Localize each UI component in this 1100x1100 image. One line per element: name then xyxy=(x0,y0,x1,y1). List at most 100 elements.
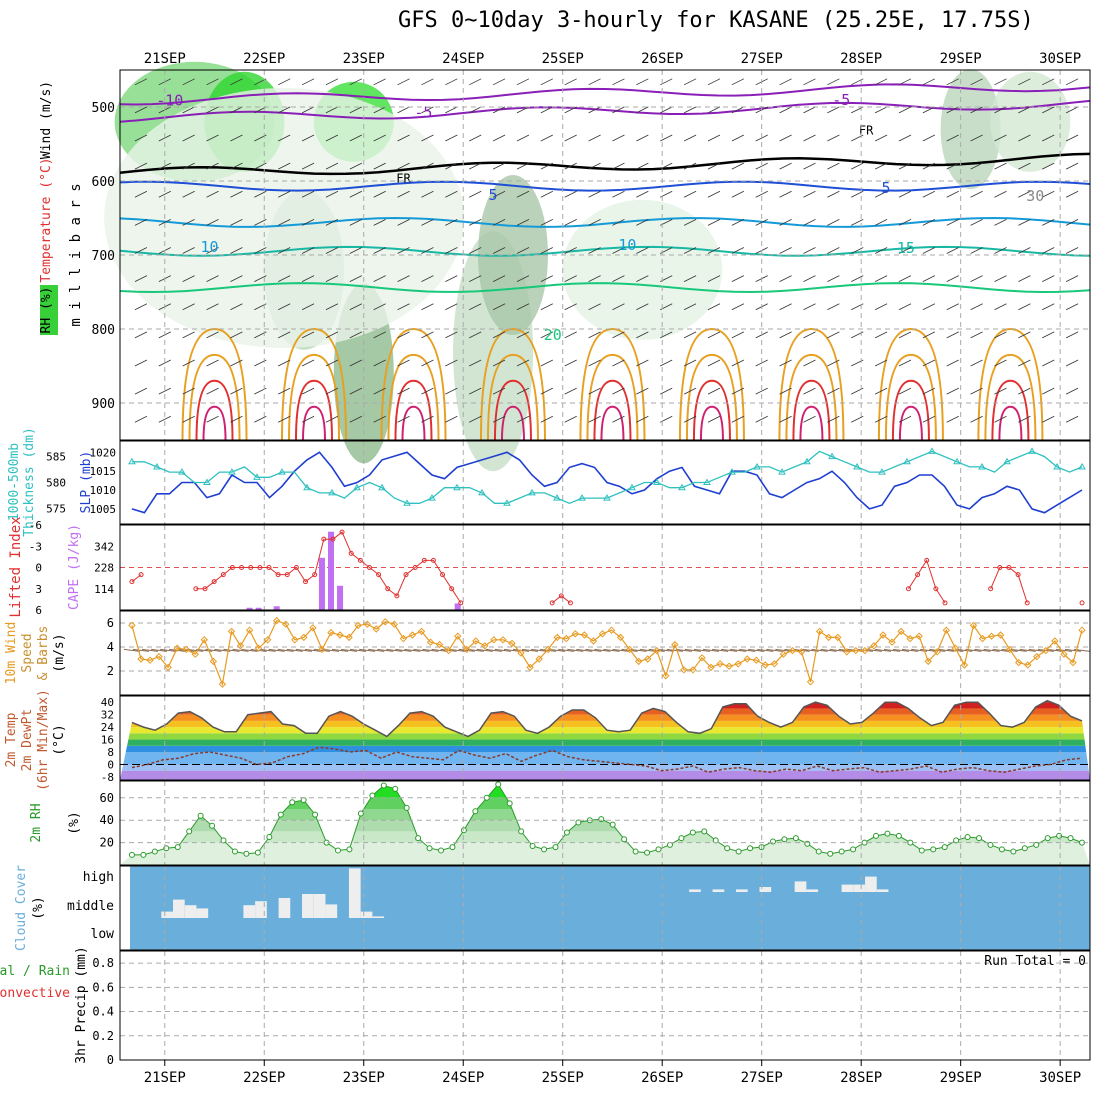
wind-barb xyxy=(922,78,936,86)
temp-axis-label: (6hr Min/Max) xyxy=(36,689,51,791)
wind-speed-marker xyxy=(815,627,824,636)
surface-barb xyxy=(983,648,1000,652)
wind-barb xyxy=(707,415,721,423)
wind-barb xyxy=(134,247,148,254)
wind-barb xyxy=(349,78,362,86)
wind-barb xyxy=(1018,219,1031,226)
dewpoint-line xyxy=(131,746,1083,773)
wind-barb xyxy=(349,190,362,198)
cape-tick-label: 342 xyxy=(94,540,114,553)
wind-barb xyxy=(946,106,959,114)
wind-barb xyxy=(182,387,195,395)
temp-tick-label: 40 xyxy=(101,696,114,709)
rh-marker xyxy=(724,845,731,852)
wind-barb xyxy=(707,106,721,114)
wind-barb xyxy=(421,162,434,170)
temp-band xyxy=(120,733,1090,740)
top-date-label: 27SEP xyxy=(741,51,783,67)
wind-barb xyxy=(397,106,410,114)
top-date-label: 29SEP xyxy=(940,51,982,67)
wind-tick-label: 2 xyxy=(107,664,114,678)
surface-barb xyxy=(567,648,584,652)
thickness-marker xyxy=(753,462,761,470)
cross-section-frame xyxy=(119,69,1091,441)
wind-barb xyxy=(325,359,339,367)
wind-barb xyxy=(278,387,291,395)
cloud-middle-bar xyxy=(348,868,361,918)
thickness-marker xyxy=(953,457,961,465)
wind-barb xyxy=(1065,331,1079,339)
wind-barb xyxy=(421,331,434,339)
cloud-unit-label: (%) xyxy=(31,896,46,919)
wind-barb xyxy=(779,106,792,114)
wind-barb xyxy=(636,303,649,311)
wind-barb xyxy=(803,275,816,282)
thickness-marker xyxy=(378,483,386,491)
isotherm-line xyxy=(119,99,1091,123)
wind-barb xyxy=(898,331,912,339)
wind-barb xyxy=(325,275,339,282)
wind-axis-label: Speed xyxy=(20,633,35,672)
wind-barb xyxy=(492,78,506,86)
wind-speed-marker xyxy=(698,654,706,662)
wind-barb xyxy=(922,219,936,226)
wind-barb xyxy=(612,303,625,311)
surface-barb xyxy=(169,648,186,652)
cape-axis-label: CAPE (J/kg) xyxy=(67,524,82,610)
pressure-tick-label: 900 xyxy=(92,397,115,412)
wind-barb xyxy=(325,78,339,86)
wind-barb xyxy=(349,106,362,114)
wind-barb xyxy=(636,331,649,339)
wind-speed-marker xyxy=(517,649,525,657)
wind-barb xyxy=(1065,106,1079,114)
wind-barb xyxy=(827,415,840,423)
wind-barb xyxy=(1065,219,1079,226)
wind-barb xyxy=(922,190,936,198)
wind-barb xyxy=(1042,415,1055,423)
wind-barb xyxy=(278,415,291,423)
wind-barb xyxy=(874,162,888,170)
wind-barb xyxy=(827,190,840,198)
slp-tick-label: 1015 xyxy=(90,465,117,478)
cloud-tick-label: middle xyxy=(67,899,114,914)
li-marker xyxy=(376,572,382,578)
wind-barb xyxy=(731,275,745,282)
wind-barb xyxy=(540,162,554,170)
temp-tick-label: 8 xyxy=(107,746,114,759)
wind-barb xyxy=(278,106,291,114)
wind-barb xyxy=(755,219,768,226)
wind-barb xyxy=(373,415,386,423)
surface-barb xyxy=(829,648,846,652)
wind-speed-marker xyxy=(1060,650,1068,658)
wind-speed-marker xyxy=(182,645,190,654)
rh2m-unit-label: (%) xyxy=(67,811,82,834)
wind-barb xyxy=(827,219,840,226)
bottom-date-label: 27SEP xyxy=(741,1070,783,1086)
wind-barb xyxy=(445,331,458,339)
temp-tick-label: 24 xyxy=(101,721,115,734)
thickness-marker xyxy=(203,478,211,485)
wind-barb xyxy=(827,359,840,367)
wind-barb xyxy=(397,387,410,395)
li-line xyxy=(908,559,946,604)
li-marker xyxy=(220,572,226,578)
wind-barb xyxy=(803,331,816,339)
wind-speed-marker xyxy=(128,621,136,630)
wind-barb xyxy=(660,359,673,367)
wind-speed-marker xyxy=(227,627,236,636)
wind-barb xyxy=(278,303,291,311)
wind-speed-marker xyxy=(273,616,281,625)
cloud-high-bar xyxy=(853,884,866,892)
wind-speed-marker xyxy=(707,663,715,672)
wind-barb xyxy=(158,387,171,395)
wind-barb xyxy=(994,359,1007,367)
wind-speed-marker xyxy=(300,633,308,642)
wind-barb xyxy=(779,303,792,311)
wind-barb xyxy=(516,78,530,86)
thickness-marker xyxy=(878,468,886,475)
isotherm-line xyxy=(119,83,1091,106)
warm-contour xyxy=(493,379,532,441)
wind-barb xyxy=(492,275,506,282)
wind-speed-marker xyxy=(173,644,181,652)
wind-barb xyxy=(731,331,745,339)
